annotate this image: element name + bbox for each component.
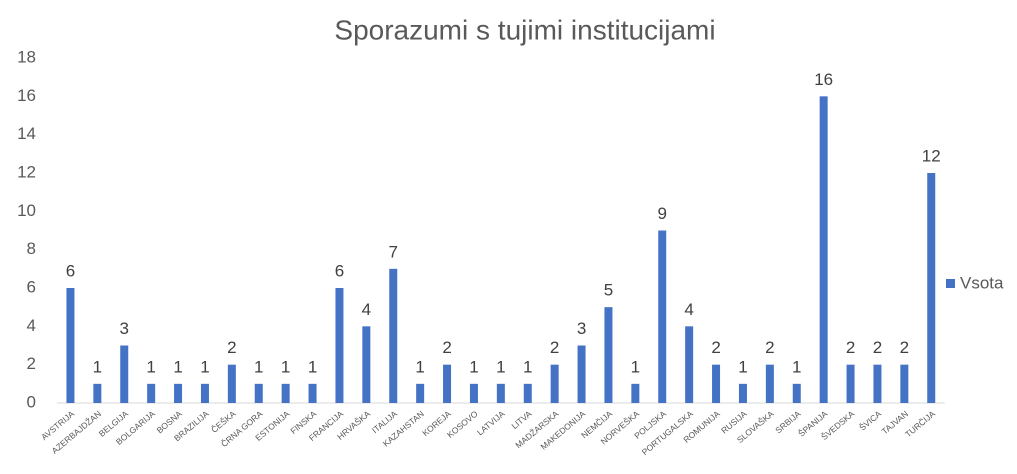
y-tick-label: 14 xyxy=(17,124,36,143)
data-label: 9 xyxy=(658,204,667,223)
data-label: 7 xyxy=(389,242,398,261)
bar xyxy=(66,288,75,403)
data-label: 6 xyxy=(66,261,75,280)
data-label: 4 xyxy=(684,300,693,319)
data-label: 1 xyxy=(631,357,640,376)
bar xyxy=(308,383,317,403)
y-tick-label: 18 xyxy=(17,47,36,66)
y-tick-label: 8 xyxy=(27,239,36,258)
y-tick-label: 12 xyxy=(17,162,36,181)
data-label: 1 xyxy=(523,357,532,376)
x-tick-label: AZERBAJDŽAN xyxy=(50,409,103,456)
y-tick-label: 0 xyxy=(27,392,36,411)
data-label: 1 xyxy=(308,357,317,376)
data-label: 2 xyxy=(873,338,882,357)
data-label: 4 xyxy=(362,300,371,319)
bar xyxy=(469,383,478,403)
data-label: 2 xyxy=(550,338,559,357)
data-label: 3 xyxy=(577,319,586,338)
bar xyxy=(712,364,721,403)
y-tick-label: 16 xyxy=(17,86,36,105)
bar xyxy=(362,326,371,403)
bar xyxy=(443,364,452,403)
data-label: 2 xyxy=(442,338,451,357)
data-label: 1 xyxy=(415,357,424,376)
bar xyxy=(927,173,936,403)
legend-label: Vsota xyxy=(960,273,1004,292)
bar xyxy=(846,364,855,403)
data-label: 5 xyxy=(604,281,613,300)
x-tick-label: TURČIJA xyxy=(903,408,937,439)
bar xyxy=(685,326,694,403)
bar xyxy=(174,383,183,403)
bar xyxy=(550,364,559,403)
data-label: 1 xyxy=(173,357,182,376)
bar xyxy=(416,383,425,403)
data-label: 2 xyxy=(846,338,855,357)
bar xyxy=(577,345,586,403)
x-tick-label: LATVIJA xyxy=(475,408,507,437)
bar xyxy=(523,383,532,403)
data-label: 3 xyxy=(120,319,129,338)
data-label: 2 xyxy=(765,338,774,357)
y-tick-label: 2 xyxy=(27,354,36,373)
data-label: 1 xyxy=(738,357,747,376)
data-label: 16 xyxy=(814,70,833,89)
bar xyxy=(792,383,801,403)
bar xyxy=(658,230,667,403)
bar xyxy=(873,364,882,403)
data-label: 1 xyxy=(200,357,209,376)
bar xyxy=(254,383,263,403)
bar xyxy=(335,288,344,403)
y-tick-label: 6 xyxy=(27,277,36,296)
bar xyxy=(900,364,909,403)
data-label: 12 xyxy=(922,146,941,165)
legend-swatch xyxy=(946,279,955,288)
data-label: 1 xyxy=(496,357,505,376)
data-label: 1 xyxy=(254,357,263,376)
bar xyxy=(738,383,747,403)
bar xyxy=(227,364,236,403)
bar xyxy=(765,364,774,403)
data-label: 2 xyxy=(227,338,236,357)
y-tick-label: 10 xyxy=(17,201,36,220)
x-tick-label: KOSOVO xyxy=(445,408,480,440)
data-label: 2 xyxy=(711,338,720,357)
bar xyxy=(389,268,398,403)
bar xyxy=(631,383,640,403)
chart-title: Sporazumi s tujimi institucijami xyxy=(334,14,715,45)
bar xyxy=(200,383,209,403)
data-label: 6 xyxy=(335,261,344,280)
data-label: 1 xyxy=(792,357,801,376)
bar xyxy=(281,383,290,403)
data-label: 1 xyxy=(146,357,155,376)
bar xyxy=(496,383,505,403)
data-label: 1 xyxy=(93,357,102,376)
bar xyxy=(604,307,613,403)
data-label: 1 xyxy=(281,357,290,376)
bar xyxy=(93,383,102,403)
bar xyxy=(147,383,156,403)
data-label: 1 xyxy=(469,357,478,376)
bar xyxy=(120,345,129,403)
data-label: 2 xyxy=(900,338,909,357)
y-tick-label: 4 xyxy=(27,316,36,335)
bar xyxy=(819,96,828,403)
